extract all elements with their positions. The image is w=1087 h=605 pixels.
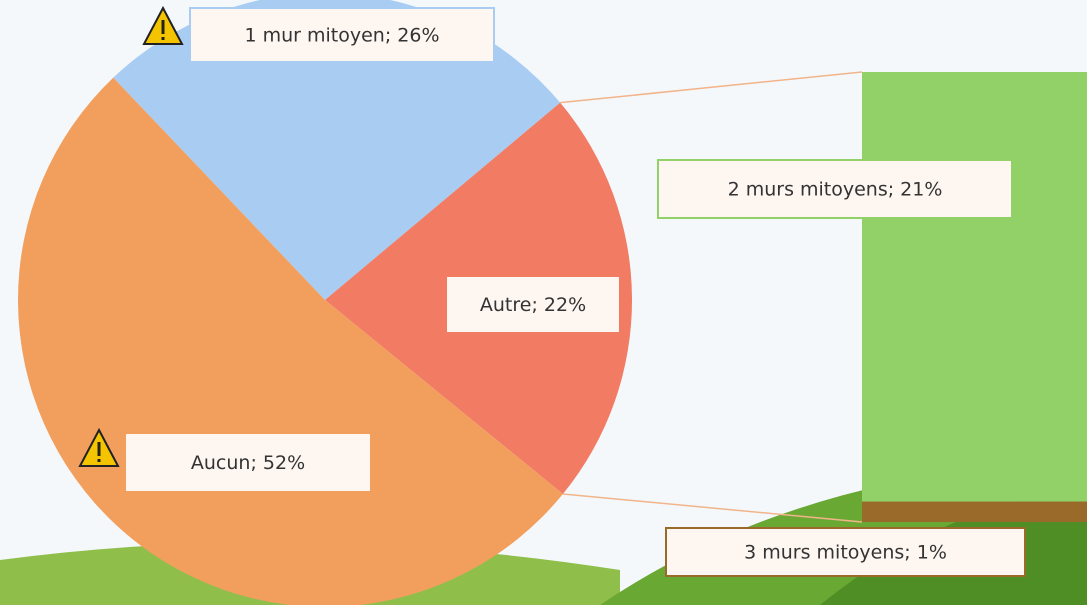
warning-bar [162,20,165,34]
data-label: 2 murs mitoyens; 21% [728,179,943,201]
connector-line [560,72,862,103]
chart: 1 mur mitoyen; 26% Autre; 22% Aucun; 52% 2 … [0,0,1087,605]
warning-dot [98,459,101,462]
warning-icon [144,8,182,44]
bar-segment [862,72,1087,502]
data-label: Aucun; 52% [191,452,305,474]
warning-dot [162,37,165,40]
bar-segment [862,502,1087,522]
plot: 1 mur mitoyen; 26% Autre; 22% Aucun; 52% 2 … [18,0,1087,605]
data-label: Autre; 22% [480,294,586,316]
warning-bar [98,442,101,456]
page: 1 mur mitoyen; 26% Autre; 22% Aucun; 52% 2 … [0,0,1087,605]
data-label: 1 mur mitoyen; 26% [244,25,439,47]
data-label: 3 murs mitoyens; 1% [744,542,947,564]
